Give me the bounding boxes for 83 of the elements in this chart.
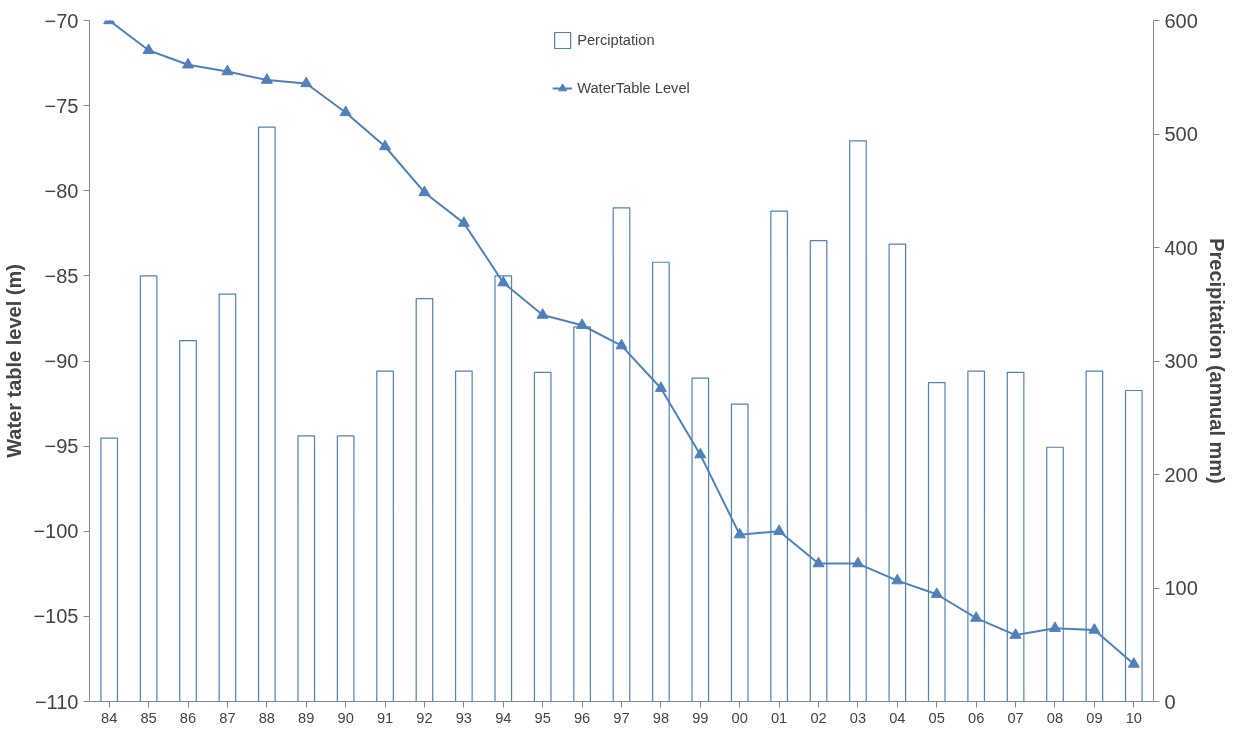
x-tick-label: 88 — [258, 709, 275, 726]
x-tick-label: 02 — [810, 709, 827, 726]
x-tick-label: 01 — [770, 709, 788, 726]
x-tick-label: 86 — [179, 709, 197, 726]
point — [339, 105, 352, 117]
y-tick-label: −80 — [44, 179, 79, 202]
point — [930, 587, 943, 598]
point — [1088, 623, 1101, 634]
point — [379, 139, 392, 151]
y-axis-title: Water table level (m) — [3, 264, 26, 458]
point — [733, 527, 746, 539]
x-tick-label: 92 — [416, 709, 433, 726]
point — [300, 76, 313, 88]
bar — [297, 435, 316, 702]
y2-tick-label: 500 — [1164, 123, 1198, 145]
y-tick-label: −105 — [33, 605, 79, 628]
x-tick-label: 04 — [889, 709, 906, 726]
x-tick-label: 03 — [849, 709, 867, 726]
x-tick-label: 94 — [495, 709, 512, 726]
x-tick-label: 10 — [1125, 709, 1142, 726]
point — [457, 216, 470, 227]
point — [1009, 628, 1022, 639]
x-tick-label: 08 — [1046, 709, 1064, 726]
point — [142, 43, 155, 54]
x-tick-label: 91 — [376, 709, 394, 726]
bar — [218, 293, 237, 702]
legend-label: Perciptation — [577, 32, 655, 48]
x-tick-label: 96 — [573, 709, 591, 726]
x-tick-label: 85 — [140, 709, 157, 726]
y-tick-label: −110 — [34, 690, 79, 713]
y2-axis-title: Precipitation (annual mm) — [1205, 238, 1228, 484]
x-tick-label: 84 — [101, 709, 118, 726]
point — [615, 338, 628, 350]
point — [773, 524, 786, 535]
y2-tick-label: 600 — [1164, 9, 1198, 32]
point — [536, 308, 549, 319]
bar — [336, 435, 355, 702]
y-tick-label: −95 — [44, 435, 79, 458]
x-tick-label: 07 — [1007, 709, 1024, 726]
bar — [454, 370, 473, 702]
x-tick-label: 00 — [731, 709, 748, 726]
y-tick-label: −100 — [33, 520, 79, 543]
y2-tick-label: 100 — [1164, 577, 1198, 599]
y2-tick-label: 200 — [1164, 463, 1198, 486]
point — [694, 447, 707, 459]
bar — [100, 437, 119, 702]
point — [260, 73, 273, 84]
y-tick-label: −70 — [44, 9, 79, 32]
y2-tick-label: 0 — [1164, 690, 1176, 713]
bar — [376, 370, 394, 702]
point — [970, 611, 983, 622]
point — [1048, 621, 1061, 632]
bar — [179, 339, 197, 702]
x-tick-label: 99 — [692, 709, 709, 726]
x-tick-label: 93 — [455, 709, 473, 726]
x-tick-label: 89 — [298, 709, 315, 726]
point — [497, 275, 510, 287]
legend-label: WaterTable Level — [577, 80, 690, 96]
x-tick-label: 95 — [534, 709, 551, 726]
x-tick-label: 90 — [337, 709, 354, 726]
x-tick-label: 87 — [219, 709, 236, 726]
x-tick-label: 05 — [928, 709, 945, 726]
point — [812, 556, 825, 568]
point — [182, 57, 195, 69]
x-tick-label: 98 — [652, 709, 670, 726]
bar — [257, 126, 276, 702]
y-tick-label: −90 — [44, 350, 79, 372]
point — [851, 556, 864, 568]
point — [1127, 657, 1140, 668]
x-tick-label: 06 — [968, 709, 985, 726]
y-tick-label: −75 — [44, 94, 79, 117]
x-tick-label: 09 — [1086, 709, 1103, 726]
bar — [533, 371, 552, 702]
y-tick-label: −85 — [44, 264, 79, 287]
y2-tick-label: 400 — [1164, 236, 1198, 259]
point — [221, 64, 234, 76]
bar — [415, 297, 434, 702]
y2-tick-label: 300 — [1164, 350, 1198, 372]
point — [891, 573, 904, 585]
bar — [139, 275, 158, 702]
x-tick-label: 97 — [613, 709, 630, 726]
point — [654, 381, 667, 392]
point — [418, 185, 431, 197]
